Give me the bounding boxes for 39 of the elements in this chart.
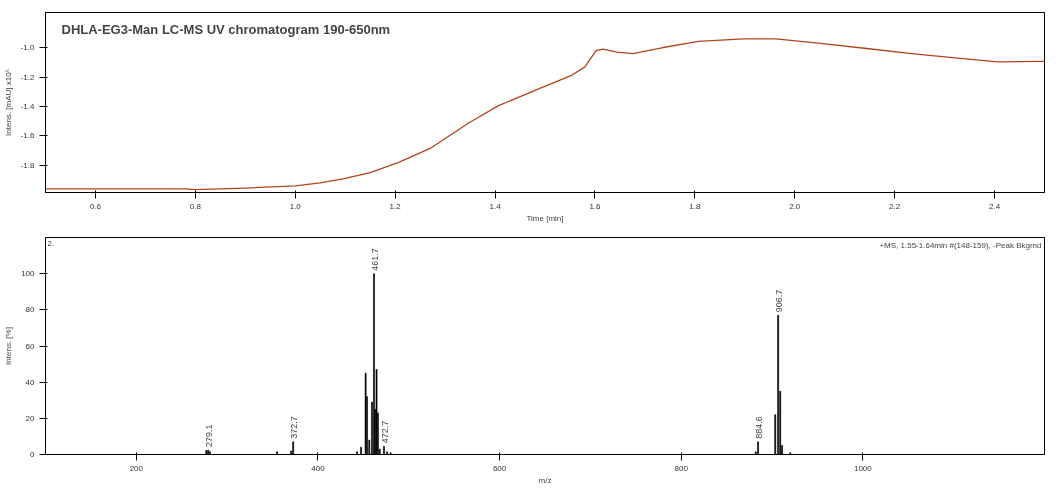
x-tick-label: 400 (311, 463, 326, 473)
annotation: 2. (47, 238, 55, 248)
y-axis-title: Intens. [%] (4, 327, 14, 365)
x-tick-label: 1.8 (689, 201, 701, 211)
y-tick-label: -1.4 (20, 102, 36, 112)
x-tick-label: 2.0 (789, 201, 801, 211)
y-tick-label: 40 (25, 377, 36, 387)
x-tick-label: 1.4 (489, 201, 502, 211)
y-tick-label: -1.0 (20, 43, 36, 53)
y-tick-label: 80 (25, 305, 36, 315)
y-tick-label: -1.6 (20, 131, 36, 141)
x-tick-label: 1000 (853, 463, 873, 473)
y-tick-label: -1.8 (20, 160, 36, 170)
x-tick-label: 2.2 (889, 201, 901, 211)
x-axis-title: m/z (538, 475, 552, 485)
annotation: +MS, 1.55-1.64min #(148-159), -Peak Bkgrnd (879, 240, 1042, 250)
y-tick-label: -1.2 (20, 72, 36, 82)
annotation: 461.7 (369, 248, 380, 271)
y-tick-label: 20 (25, 413, 36, 423)
annotation: 372.7 (289, 416, 300, 439)
x-tick-label: 0.8 (189, 201, 202, 211)
x-tick-label: 1.6 (589, 201, 602, 211)
x-axis-title: Time [min] (526, 213, 564, 223)
x-tick-label: 1.0 (289, 201, 302, 211)
y-tick-label: 0 (30, 450, 36, 459)
annotation: 279.1 (204, 424, 215, 447)
x-tick-label: 1.2 (389, 201, 402, 211)
x-tick-label: 200 (129, 463, 144, 473)
x-tick-label: 800 (674, 463, 689, 473)
annotation: 472.7 (379, 420, 390, 444)
annotation: 884.6 (754, 416, 765, 439)
y-axis-title: Intens. [mAU] x10⁵ (3, 69, 13, 136)
text: DHLA-EG3-Man LC-MS UV chromatogram 190-650nm (61, 21, 391, 37)
x-tick-label: 600 (492, 463, 507, 473)
x-tick-label: 0.6 (89, 201, 102, 211)
y-tick-label: 60 (25, 341, 36, 351)
annotation: 906.7 (774, 289, 785, 313)
x-tick-label: 2.4 (988, 201, 1001, 211)
y-tick-label: 100 (21, 269, 36, 279)
